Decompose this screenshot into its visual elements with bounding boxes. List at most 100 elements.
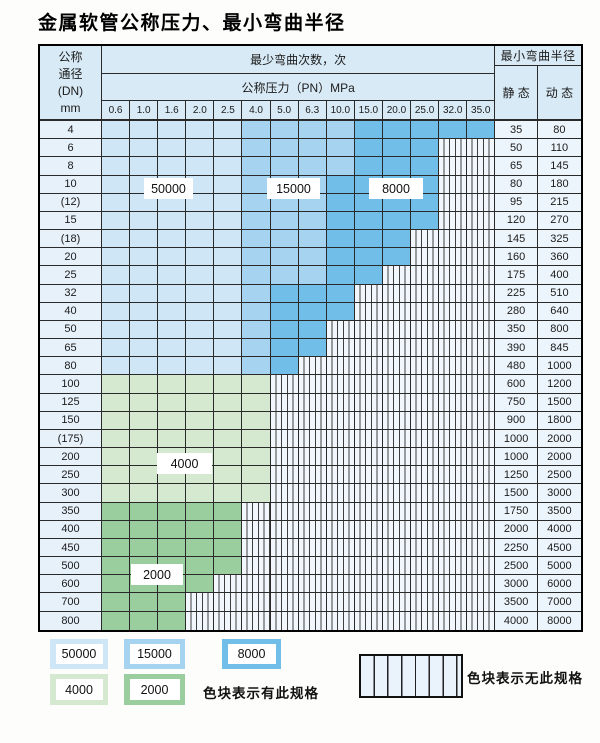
matrix-cell-b1 [130, 157, 159, 176]
matrix-cell-n [382, 448, 412, 467]
matrix-cell-b2 [326, 139, 355, 158]
matrix-cell-n [411, 248, 440, 267]
matrix-cell-n [439, 393, 468, 412]
matrix-cell-n [439, 320, 468, 340]
matrix-cell-n [439, 248, 468, 267]
matrix-cell-g1 [242, 393, 271, 412]
matrix-cell-n [354, 284, 383, 303]
matrix-cell-b1 [214, 175, 243, 194]
matrix-cell-n [467, 230, 496, 249]
matrix-cell-b2 [270, 139, 299, 158]
matrix-cell-n [326, 593, 355, 612]
matrix-cell-b1 [186, 339, 215, 358]
legend-swatch-label: 15000 [129, 644, 180, 664]
matrix-cell-g2 [102, 557, 131, 576]
matrix-cell-n [439, 466, 468, 485]
matrix-cell-n [326, 375, 355, 394]
matrix-cell-n [354, 448, 383, 467]
dn-header-line: 通径 [58, 66, 83, 81]
matrix-cell-b3 [354, 139, 383, 158]
matrix-cell-g1 [102, 429, 131, 449]
matrix-cell-n [439, 193, 468, 212]
matrix-cell-n [411, 393, 440, 412]
matrix-cell-g2 [102, 502, 131, 521]
matrix-cell-n [439, 230, 468, 249]
matrix-cell-g1 [186, 484, 215, 503]
matrix-cell-b3 [270, 357, 299, 376]
legend-swatch-2000: 2000 [124, 674, 185, 705]
matrix-cell-n [326, 484, 355, 503]
matrix-cell-g1 [242, 429, 271, 449]
matrix-cell-b3 [326, 266, 355, 285]
matrix-cell-b1 [130, 284, 159, 303]
pressure-value-header: 2.5 [214, 101, 243, 121]
matrix-cell-n [439, 502, 468, 521]
dynamic-radius-cell: 3500 [537, 502, 581, 521]
pressure-value-header: 0.6 [102, 101, 131, 121]
matrix-cell-b2 [270, 230, 299, 249]
dynamic-radius-cell: 7000 [537, 593, 581, 612]
matrix-cell-n [298, 429, 327, 449]
matrix-cell-n [326, 393, 355, 412]
matrix-cell-b2 [270, 211, 299, 231]
dn-cell: (175) [40, 429, 102, 449]
pressure-value-header: 15.0 [354, 101, 383, 121]
matrix-cell-n [298, 484, 327, 503]
dynamic-radius-cell: 640 [537, 302, 581, 321]
matrix-cell-b3 [411, 139, 440, 158]
matrix-cell-g2 [102, 611, 131, 630]
matrix-cell-n [354, 611, 383, 630]
matrix-cell-g2 [214, 557, 243, 576]
matrix-cell-b3 [298, 302, 327, 321]
matrix-cell-n [467, 484, 496, 503]
dn-cell: 10 [40, 175, 102, 194]
matrix-cell-g2 [102, 593, 131, 612]
matrix-cell-b2 [242, 302, 271, 321]
matrix-cell-b1 [130, 320, 159, 340]
matrix-cell-n [326, 448, 355, 467]
matrix-cell-b3 [382, 139, 412, 158]
matrix-cell-b3 [326, 230, 355, 249]
matrix-cell-n [382, 611, 412, 630]
matrix-cell-n [326, 429, 355, 449]
matrix-cell-g1 [242, 375, 271, 394]
matrix-cell-n [467, 175, 496, 194]
dn-cell: 600 [40, 575, 102, 594]
matrix-cell-b1 [130, 211, 159, 231]
matrix-cell-n [382, 575, 412, 594]
matrix-cell-b2 [298, 121, 327, 140]
static-radius-cell: 35 [495, 121, 538, 140]
matrix-cell-b1 [186, 175, 215, 194]
matrix-cell-n [270, 466, 299, 485]
legend-no-spec-swatch [359, 654, 463, 698]
matrix-cell-g1 [214, 375, 243, 394]
static-radius-cell: 1000 [495, 448, 538, 467]
matrix-cell-n [270, 611, 299, 630]
matrix-cell-n [382, 538, 412, 558]
matrix-cell-n [382, 502, 412, 521]
matrix-cell-b1 [102, 357, 131, 376]
matrix-cell-b1 [158, 248, 187, 267]
matrix-cell-n [326, 538, 355, 558]
matrix-cell-n [382, 302, 412, 321]
matrix-cell-n [298, 357, 327, 376]
matrix-cell-b1 [102, 193, 131, 212]
matrix-cell-g1 [158, 411, 187, 430]
matrix-cell-n [467, 211, 496, 231]
matrix-cell-b1 [186, 121, 215, 140]
matrix-cell-n [467, 248, 496, 267]
matrix-cell-n [439, 448, 468, 467]
matrix-cell-n [439, 157, 468, 176]
matrix-cell-g1 [102, 375, 131, 394]
matrix-cell-b3 [354, 211, 383, 231]
dn-cell: 400 [40, 520, 102, 539]
matrix-cell-n [467, 393, 496, 412]
matrix-cell-g1 [214, 466, 243, 485]
matrix-cell-n [354, 375, 383, 394]
matrix-cell-n [298, 575, 327, 594]
matrix-cell-n [467, 611, 496, 630]
zone-label-8000: 8000 [369, 178, 423, 199]
matrix-cell-b3 [298, 339, 327, 358]
matrix-cell-b2 [270, 266, 299, 285]
dynamic-radius-cell: 360 [537, 248, 581, 267]
